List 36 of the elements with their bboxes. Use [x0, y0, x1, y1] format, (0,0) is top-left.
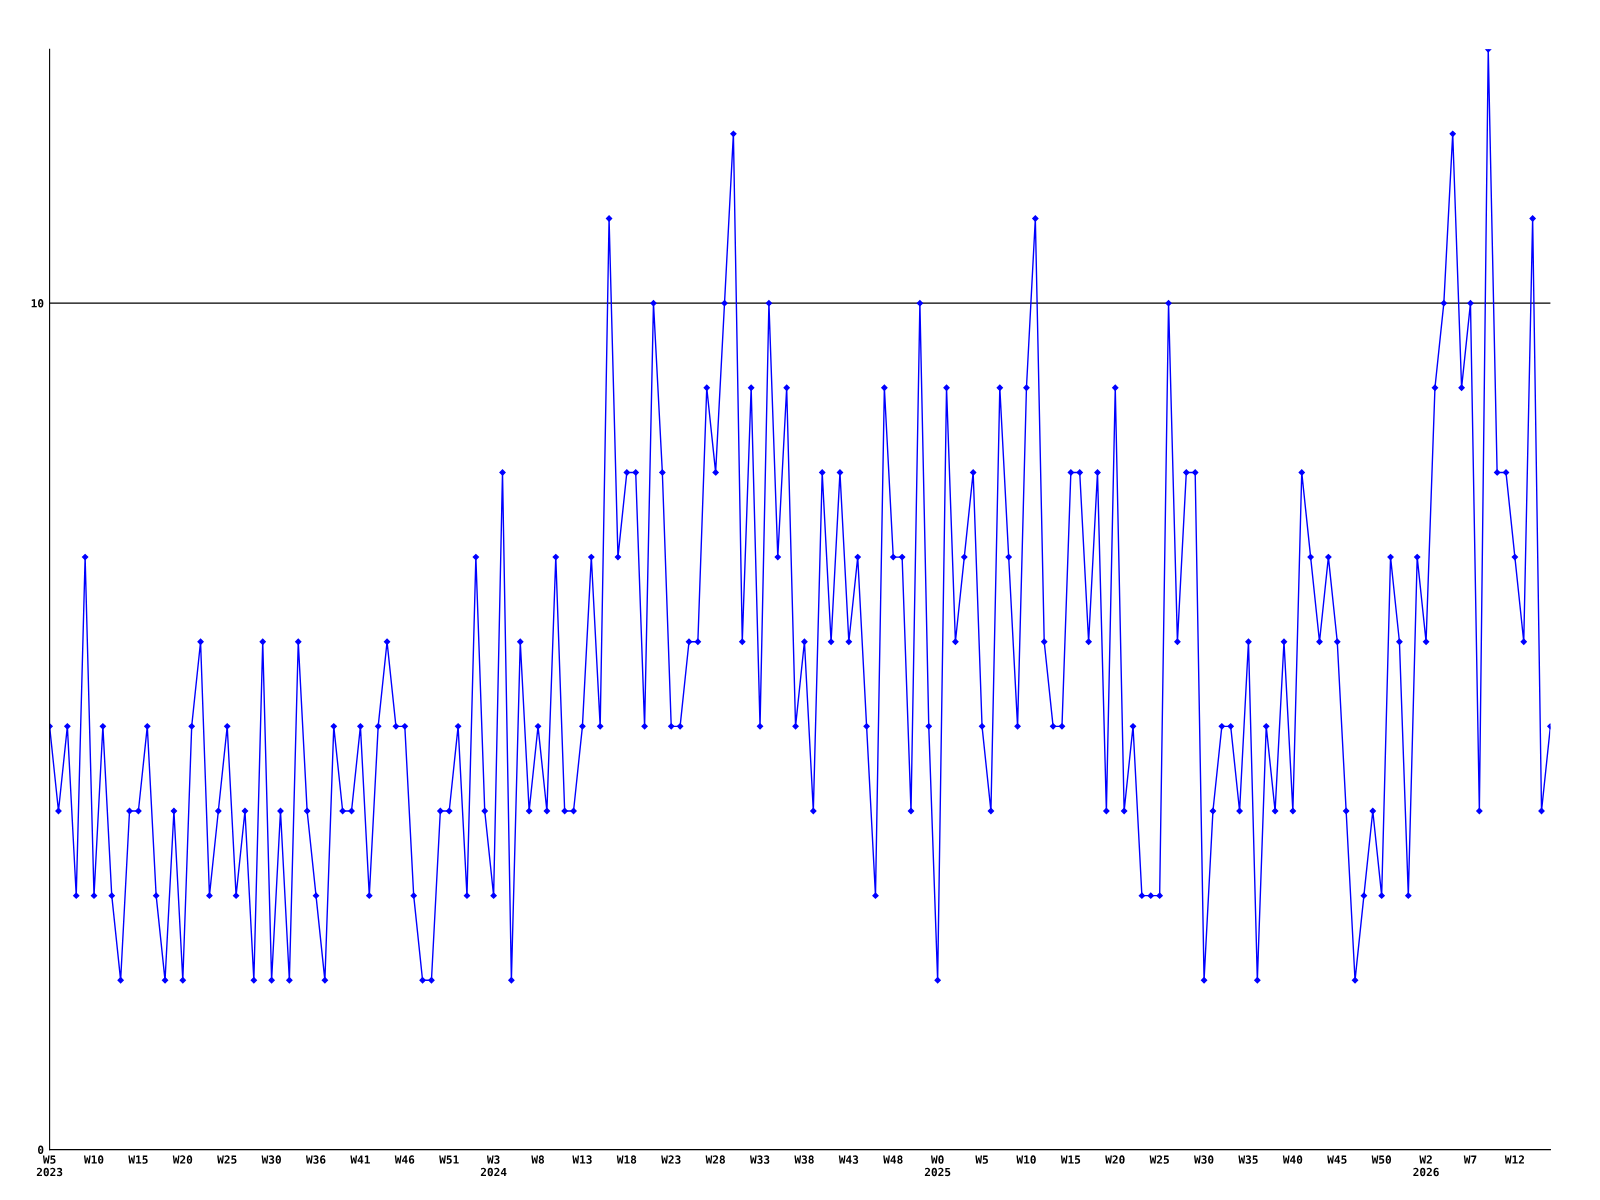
- x-tick-label: W12: [1504, 1155, 1524, 1164]
- x-tick-label: W20: [172, 1155, 193, 1164]
- x-tick-label: W33: [750, 1155, 770, 1164]
- x-tick-label: W28: [705, 1155, 725, 1164]
- x-tick-label: W35: [1238, 1155, 1258, 1164]
- x-tick-label: W51: [439, 1155, 459, 1164]
- x-tick-label: W15: [1060, 1155, 1081, 1164]
- x-tick-label: W25: [1149, 1155, 1169, 1164]
- x-tick-label: W2 2026: [1413, 1155, 1439, 1177]
- x-tick-label: W38: [794, 1155, 814, 1164]
- x-tick-label: W10: [1016, 1155, 1036, 1164]
- x-tick-label: W8: [531, 1155, 545, 1164]
- x-tick-label: W10: [83, 1155, 104, 1164]
- x-tick-label: W13: [572, 1155, 592, 1164]
- x-tick-label: W50: [1371, 1155, 1392, 1164]
- x-tick-label: W5 2023: [36, 1155, 63, 1177]
- x-tick-label: W18: [616, 1155, 637, 1164]
- x-tick-label: W45: [1327, 1155, 1347, 1164]
- x-tick-label: W43: [838, 1155, 859, 1164]
- x-tick-label: W5: [975, 1155, 988, 1164]
- x-tick-label: W46: [394, 1155, 415, 1164]
- x-tick-label: W41: [350, 1155, 370, 1164]
- x-tick-label: W15: [128, 1155, 148, 1164]
- x-tick-label: W48: [883, 1155, 903, 1164]
- x-tick-label: W0 2025: [924, 1155, 951, 1177]
- y-tick-label: 0: [38, 1145, 44, 1154]
- y-tick-label: 10: [31, 299, 44, 308]
- x-tick-label: W30: [261, 1155, 281, 1164]
- x-tick-label: W30: [1194, 1155, 1214, 1164]
- x-tick-label: W3 2024: [480, 1155, 507, 1177]
- x-tick-label: W7: [1463, 1155, 1477, 1164]
- x-tick-label: W36: [305, 1155, 326, 1164]
- x-tick-label: W23: [661, 1155, 681, 1164]
- x-tick-label: W25: [217, 1155, 237, 1164]
- x-tick-label: W20: [1105, 1155, 1125, 1164]
- x-tick-label: W40: [1282, 1155, 1303, 1164]
